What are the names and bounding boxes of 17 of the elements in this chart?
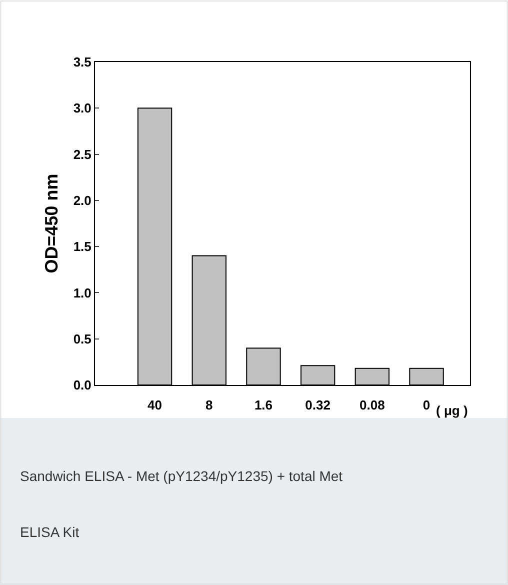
y-tick-label: 2.0	[73, 192, 92, 208]
x-axis-title: ( μg )	[436, 403, 468, 418]
y-tick-label: 2.5	[73, 146, 92, 162]
y-tick-label: 1.5	[73, 239, 92, 254]
text: Sandwich ELISA - Met (pY1234/pY1235) + total Met ELISA Kit	[20, 468, 343, 540]
x-tick-label: 1.6	[254, 398, 273, 413]
y-tick-label: 1.0	[73, 285, 92, 300]
y-tick-label: 0.0	[73, 378, 92, 393]
x-tick-label: 0	[422, 398, 430, 413]
x-tick-label: 0.08	[360, 398, 385, 413]
x-tick-label: 8	[206, 398, 213, 413]
y-tick-label: 0.5	[73, 331, 92, 346]
y-tick-label: 3.0	[73, 100, 92, 116]
y-tick-label: 3.5	[73, 54, 92, 70]
x-tick-label: 40	[148, 398, 162, 413]
y-axis-title: OD=450 nm	[42, 174, 62, 274]
x-tick-label: 0.32	[305, 398, 330, 413]
